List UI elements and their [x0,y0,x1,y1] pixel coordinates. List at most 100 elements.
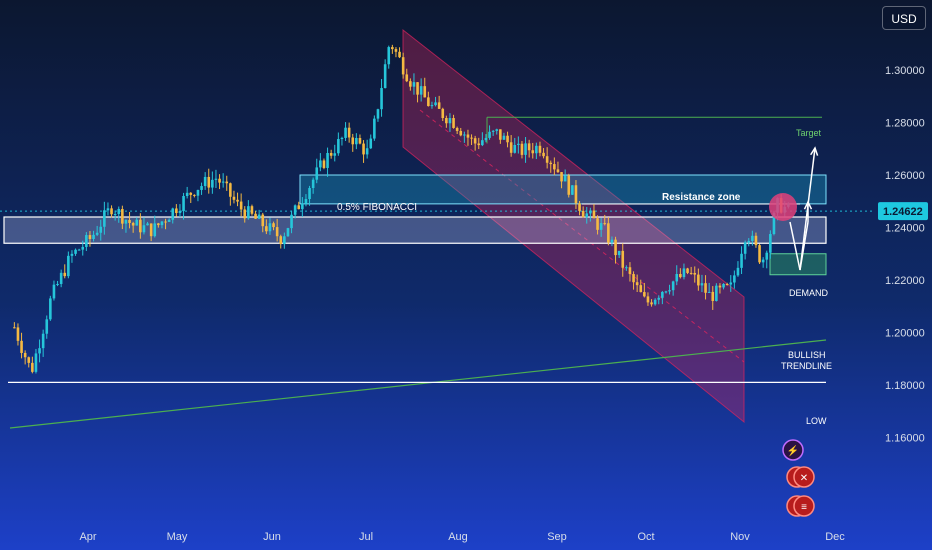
candle-body [405,74,409,82]
candle-body [110,208,113,215]
x-tick-label: Nov [730,531,750,543]
lightning-event-icon[interactable] [782,439,804,461]
candle-body [553,164,556,170]
candle-body [189,192,193,195]
demand-zone [769,253,827,276]
candle-body [333,153,337,156]
candle-body [679,273,682,278]
candle-body [765,252,769,260]
fibonacci-label: 0.5% FIBONACCI [337,202,417,213]
candle-body [715,285,718,301]
candle-body [419,86,423,95]
candle-body [171,208,175,220]
candle-body [369,138,373,149]
candle-body [329,152,333,156]
candle-body [632,274,635,283]
candle-body [326,152,329,168]
candle-body [92,234,95,239]
us-flag-icon-glyph: ≡ [801,502,807,513]
supply-zone [3,216,827,244]
candle-body [59,272,63,284]
candle-body [661,291,664,298]
current-price-value: 1.24622 [883,206,923,218]
candle-body [643,292,646,297]
candle-body [549,162,553,165]
candle-body [607,223,610,243]
y-tick-label: 1.26000 [885,170,925,182]
candle-body [733,275,736,283]
candle-body [689,272,693,274]
candle-body [473,138,477,144]
candle-body [218,178,221,183]
candle-body [236,199,239,202]
candle-body [459,130,463,136]
candle-body [754,235,758,246]
candle-body [430,105,434,107]
candle-body [88,235,92,239]
candle-body [275,227,279,237]
candle-body [614,239,617,256]
candle-body [736,267,740,276]
candle-body [45,319,49,334]
candle-body [427,97,430,107]
candle-body [124,220,128,224]
candle-body [653,299,657,305]
candle-body [203,176,207,187]
candle-body [509,142,513,153]
candle-body [769,234,772,253]
candle-body [484,137,488,141]
candle-body [671,281,675,291]
x-tick-label: Jun [263,531,281,543]
candle-body [221,181,225,183]
candle-body [441,108,445,119]
candle-body [27,357,31,363]
us-flag-icon[interactable] [793,495,815,517]
y-tick-label: 1.18000 [885,380,925,392]
y-tick-label: 1.22000 [885,275,925,287]
candle-body [279,236,283,245]
candle-body [268,223,272,232]
candle-body [693,272,697,275]
uk-flag-icon[interactable] [793,466,815,488]
candle-body [574,185,578,204]
candle-body [650,302,653,305]
descending-channel [402,28,745,424]
candle-body [85,235,88,247]
candle-body [625,267,628,269]
candle-body [193,194,196,196]
candle-body [239,201,243,210]
candle-body [358,138,362,144]
projection-arrow-target [799,147,816,271]
candle-body [49,298,52,320]
candle-body [164,221,167,223]
candle-body [265,226,268,232]
candle-body [711,291,715,301]
candle-body [387,47,391,65]
candle-body [524,143,527,155]
candle-body [772,212,776,235]
candle-body [517,143,520,145]
candle-body [63,272,67,277]
candle-body [423,86,427,98]
candle-body [470,137,473,139]
candle-body [52,284,56,299]
candle-body [610,239,614,243]
candle-body [311,179,315,189]
candle-body [725,284,729,286]
candle-body [761,259,765,263]
candle-body [376,109,380,119]
currency-button[interactable]: USD [882,6,926,30]
candle-body [347,127,351,138]
candle-body [700,283,704,286]
candle-body [571,185,574,195]
candle-body [635,282,639,286]
candle-body [272,223,275,228]
candle-body [704,283,707,293]
candle-body [225,181,229,184]
y-tick-label: 1.20000 [885,328,925,340]
x-tick-label: Sep [547,531,567,543]
candle-body [740,253,743,268]
candle-body [556,169,560,173]
candle-body [304,199,308,204]
